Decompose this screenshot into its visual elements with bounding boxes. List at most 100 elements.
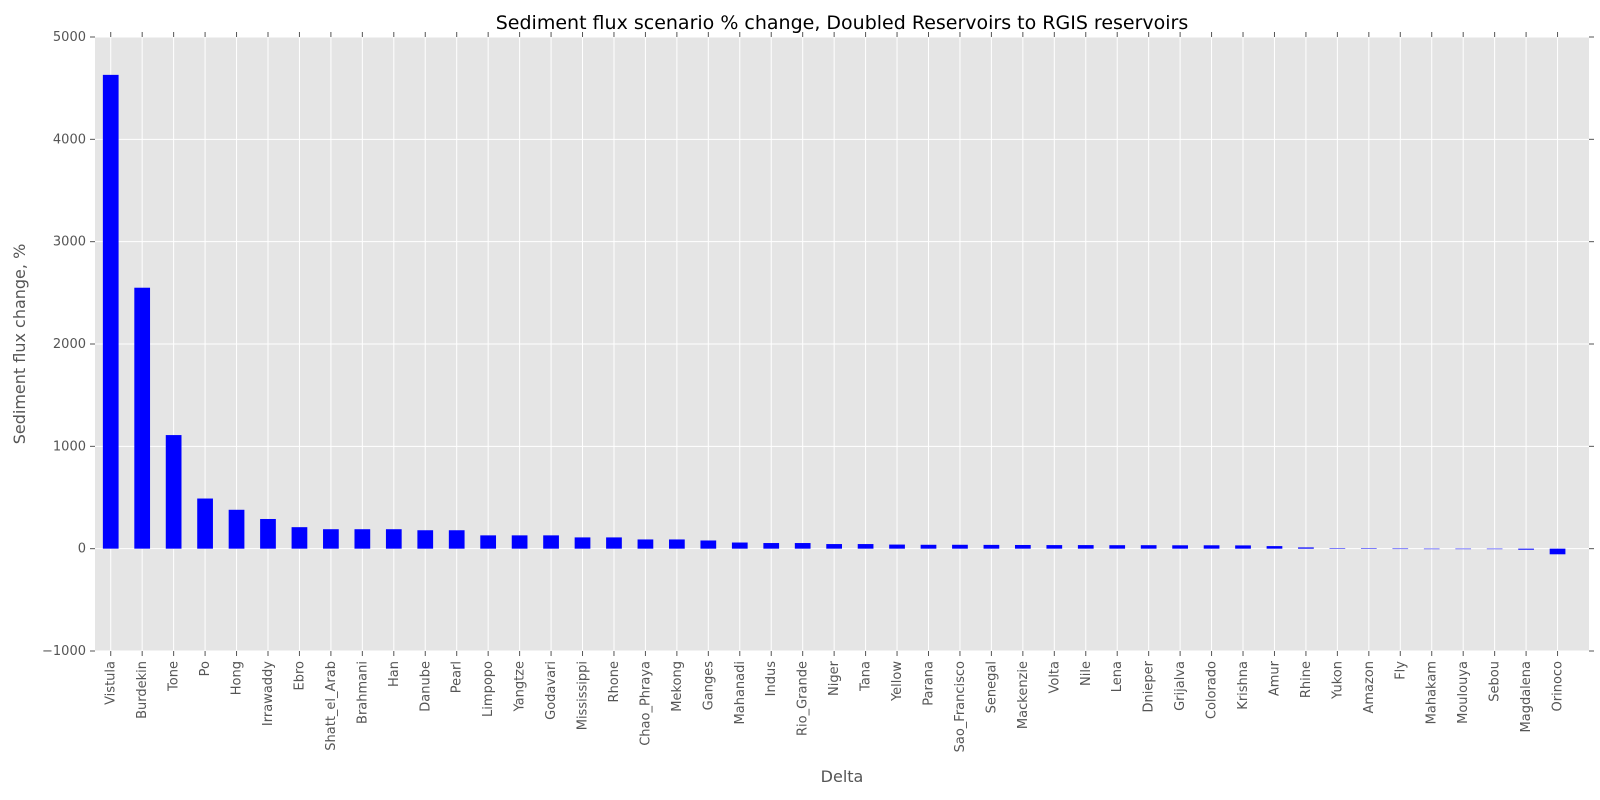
bars — [102, 74, 1566, 555]
bar-niger — [826, 544, 842, 549]
x-tick-label: Rhine — [1299, 661, 1314, 698]
bar-mahakam — [1423, 548, 1440, 550]
bar-orinoco — [1549, 548, 1566, 555]
x-tick-label: Rhone — [607, 661, 622, 702]
x-tick-label: Sebou — [1488, 661, 1503, 702]
x-tick-label: Ganges — [701, 661, 716, 711]
x-tick-label: Orinoco — [1551, 661, 1566, 712]
x-tick-label: Yellow — [890, 661, 905, 702]
x-tick-label: Tone — [167, 661, 182, 692]
y-tick-label: 2000 — [53, 337, 86, 352]
x-tick-label: Danube — [418, 661, 433, 712]
bar-pearl — [448, 530, 465, 549]
bar-tone — [165, 435, 182, 549]
bar-nile — [1077, 545, 1094, 549]
x-tick-label: Mahanadi — [733, 661, 748, 724]
chart-title: Sediment flux scenario % change, Doubled… — [496, 12, 1189, 34]
bar-mahanadi — [731, 542, 748, 549]
x-tick-label: Limpopo — [481, 661, 496, 717]
x-tick-label: Magdalena — [1519, 661, 1534, 732]
bar-rhine — [1298, 547, 1314, 549]
bar-rhone — [606, 537, 622, 549]
x-tick-label: Vistula — [104, 661, 119, 705]
bar-magdalena — [1518, 548, 1534, 550]
y-axis-label: Sediment flux change, % — [10, 244, 29, 445]
x-tick-label: Mahakam — [1425, 661, 1440, 724]
y-tick-label: −1000 — [42, 644, 86, 659]
x-tick-label: Yukon — [1330, 661, 1345, 700]
y-tick-label: 4000 — [53, 132, 86, 147]
bar-amur — [1266, 546, 1283, 549]
bar-danube — [417, 530, 434, 549]
bar-godavari — [543, 535, 559, 549]
bar-brahmani — [354, 529, 371, 549]
bar-colorado — [1203, 545, 1220, 549]
y-tick-label: 5000 — [53, 30, 86, 45]
bar-yellow — [889, 544, 905, 549]
bar-grijalva — [1172, 545, 1188, 549]
bar-hong — [228, 509, 245, 549]
y-tick-label: 0 — [78, 542, 86, 557]
bar-dnieper — [1140, 545, 1157, 549]
x-tick-label: Mackenzie — [1016, 661, 1031, 729]
bar-han — [385, 529, 402, 549]
bar-krishna — [1235, 545, 1251, 549]
bar-senegal — [983, 544, 1000, 549]
bar-burdekin — [134, 287, 151, 549]
x-tick-label: Yangtze — [513, 661, 528, 713]
x-tick-label: Godavari — [544, 661, 559, 720]
bar-amazon — [1360, 548, 1377, 549]
x-tick-label: Volta — [1047, 661, 1062, 694]
bar-fly — [1392, 548, 1409, 550]
x-tick-label: Senegal — [984, 661, 999, 713]
x-tick-label: Rio_Grande — [796, 661, 811, 736]
x-tick-label: Ebro — [292, 661, 307, 691]
x-tick-label: Grijalva — [1173, 661, 1188, 711]
bar-tana — [857, 544, 874, 549]
x-tick-label: Indus — [764, 661, 779, 697]
bar-shatt_el_arab — [323, 529, 339, 549]
x-tick-label: Krishna — [1236, 661, 1251, 710]
bar-mackenzie — [1014, 544, 1031, 549]
x-tick-label: Mississippi — [576, 661, 591, 730]
bar-po — [197, 498, 213, 549]
x-tick-label: Chao_Phraya — [638, 661, 653, 746]
bar-yangtze — [511, 535, 528, 549]
x-tick-label: Brahmani — [355, 661, 370, 724]
x-tick-label: Amur — [1267, 660, 1282, 696]
x-tick-label: Amazon — [1362, 661, 1377, 714]
x-axis-label: Delta — [821, 767, 864, 786]
x-tick-label: Han — [387, 661, 402, 687]
bar-ebro — [291, 527, 308, 549]
x-tick-label: Colorado — [1205, 661, 1220, 719]
x-tick-label: Nile — [1079, 661, 1094, 686]
bar-ganges — [700, 540, 717, 549]
x-tick-label: Tana — [859, 661, 874, 692]
x-tick-label: Shatt_el_Arab — [324, 661, 339, 751]
bar-parana — [920, 544, 937, 549]
x-tick-label: Hong — [230, 661, 245, 695]
y-tick-label: 1000 — [53, 439, 86, 454]
bar-irrawaddy — [260, 518, 276, 549]
bar-sebou — [1486, 548, 1503, 550]
bar-rio_grande — [794, 543, 811, 549]
bar-mekong — [669, 539, 685, 549]
y-tick-label: 3000 — [53, 235, 86, 250]
x-tick-label: Moulouya — [1456, 661, 1471, 724]
bar-indus — [763, 543, 780, 549]
x-tick-label: Mekong — [670, 661, 685, 712]
x-tick-label: Po — [198, 661, 213, 676]
y-axis-ticks: −1000 0 1000 2000 3000 4000 5000 — [42, 30, 1594, 659]
x-tick-label: Dnieper — [1142, 660, 1157, 712]
bar-yukon — [1329, 548, 1346, 549]
bar-limpopo — [480, 535, 497, 549]
bar-moulouya — [1455, 548, 1472, 550]
bar-vistula — [102, 74, 119, 549]
bar-sao_francisco — [952, 544, 968, 549]
bar-chao_phraya — [637, 539, 654, 549]
x-tick-label: Lena — [1110, 661, 1125, 692]
x-tick-label: Niger — [827, 660, 842, 696]
bar-volta — [1046, 545, 1063, 549]
x-tick-label: Fly — [1393, 661, 1408, 680]
